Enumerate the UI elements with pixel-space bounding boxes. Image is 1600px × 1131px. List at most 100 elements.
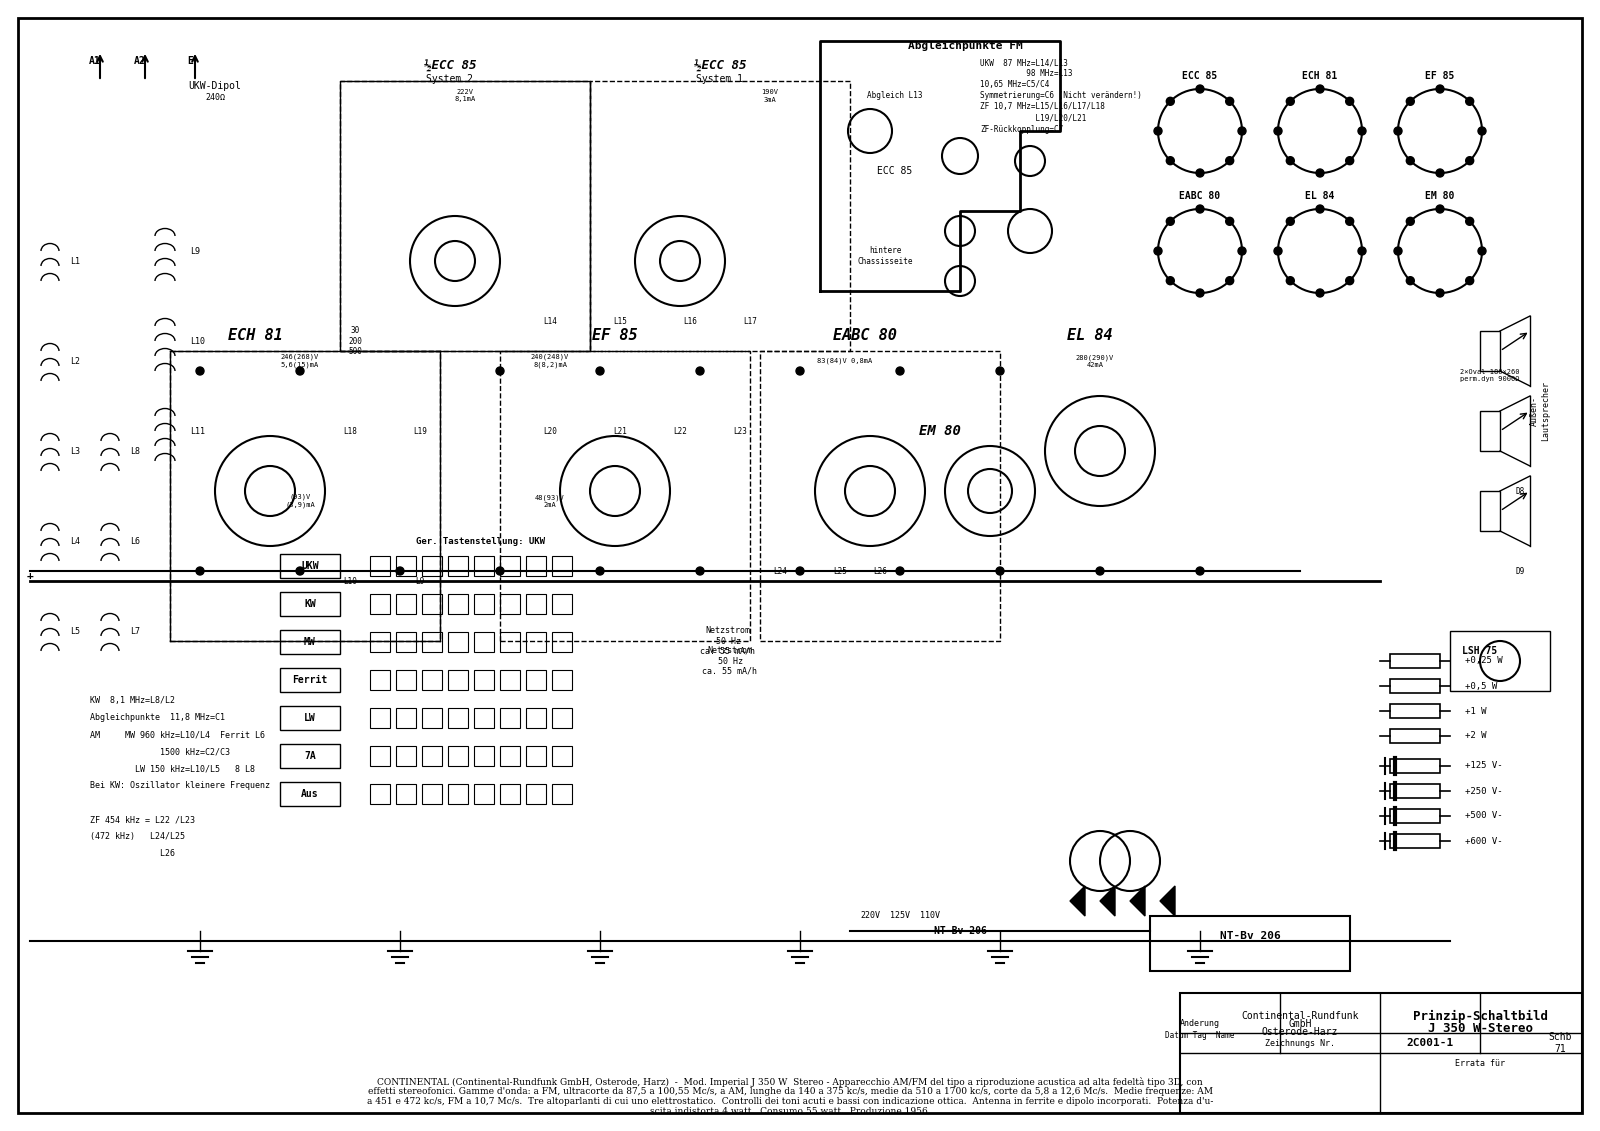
- Text: L11: L11: [190, 426, 205, 435]
- Text: 7A: 7A: [304, 751, 315, 761]
- Text: Abgleichpunkte  11,8 MHz=C1: Abgleichpunkte 11,8 MHz=C1: [90, 714, 226, 723]
- Circle shape: [1406, 157, 1414, 165]
- Text: Netzstrom
50 Hz
ca. 55 mA/h: Netzstrom 50 Hz ca. 55 mA/h: [701, 627, 755, 656]
- Text: L17: L17: [742, 317, 757, 326]
- Text: L5: L5: [70, 627, 80, 636]
- Circle shape: [1466, 97, 1474, 105]
- Circle shape: [1286, 97, 1294, 105]
- Circle shape: [1406, 217, 1414, 225]
- Text: L7: L7: [130, 627, 141, 636]
- Text: 240(248)V
8(8,2)mA: 240(248)V 8(8,2)mA: [531, 354, 570, 368]
- Circle shape: [296, 567, 304, 575]
- Polygon shape: [1160, 886, 1174, 916]
- Circle shape: [995, 366, 1005, 375]
- Text: L26: L26: [874, 567, 886, 576]
- Circle shape: [1238, 247, 1246, 254]
- Bar: [422, 556, 442, 576]
- Text: UKW-Dipol: UKW-Dipol: [189, 81, 242, 90]
- Bar: [280, 630, 339, 654]
- Bar: [370, 746, 390, 766]
- Circle shape: [1406, 277, 1414, 285]
- Circle shape: [797, 567, 805, 575]
- Circle shape: [1166, 97, 1174, 105]
- Text: L18: L18: [342, 426, 357, 435]
- Text: +2 W: +2 W: [1466, 732, 1486, 741]
- Text: L9: L9: [190, 247, 200, 256]
- Text: Aus: Aus: [301, 789, 318, 798]
- Bar: [1390, 679, 1440, 693]
- Circle shape: [1286, 277, 1294, 285]
- Polygon shape: [1101, 886, 1115, 916]
- Bar: [1390, 809, 1440, 823]
- Bar: [280, 668, 339, 692]
- Bar: [499, 351, 750, 641]
- Bar: [370, 708, 390, 728]
- Bar: [422, 784, 442, 804]
- Bar: [526, 632, 546, 651]
- Circle shape: [1346, 157, 1354, 165]
- Circle shape: [1315, 290, 1325, 297]
- Text: ½ECC 85: ½ECC 85: [424, 60, 477, 72]
- Bar: [397, 556, 416, 576]
- Text: L6: L6: [130, 536, 141, 545]
- Circle shape: [1096, 567, 1104, 575]
- Bar: [422, 746, 442, 766]
- Text: AM     MW 960 kHz=L10/L4  Ferrit L6: AM MW 960 kHz=L10/L4 Ferrit L6: [90, 731, 266, 740]
- Text: Zeichnungs Nr.: Zeichnungs Nr.: [1266, 1038, 1334, 1047]
- Circle shape: [1346, 97, 1354, 105]
- Text: L14: L14: [542, 317, 557, 326]
- Text: CONTINENTAL (Continental-Rundfunk GmbH, Osterode, Harz)  -  Mod. Imperial J 350 : CONTINENTAL (Continental-Rundfunk GmbH, …: [378, 1077, 1203, 1087]
- Bar: [499, 784, 520, 804]
- Bar: [552, 708, 573, 728]
- Text: L20: L20: [542, 426, 557, 435]
- Circle shape: [1286, 157, 1294, 165]
- Bar: [552, 670, 573, 690]
- Text: +125 V-: +125 V-: [1466, 761, 1502, 770]
- Polygon shape: [1130, 886, 1146, 916]
- Bar: [552, 556, 573, 576]
- Bar: [499, 556, 520, 576]
- Bar: [422, 594, 442, 614]
- Circle shape: [1286, 217, 1294, 225]
- Text: ZF 10,7 MHz=L15/L16/L17/L18: ZF 10,7 MHz=L15/L16/L17/L18: [979, 103, 1106, 112]
- Text: 280(290)V
42mA: 280(290)V 42mA: [1075, 354, 1114, 368]
- Bar: [280, 592, 339, 616]
- Text: Außen-
Lautsprecher: Außen- Lautsprecher: [1530, 381, 1550, 441]
- Text: 1500 kHz=C2/C3: 1500 kHz=C2/C3: [90, 748, 230, 757]
- Bar: [422, 670, 442, 690]
- Text: ECH 81: ECH 81: [227, 328, 282, 344]
- Bar: [474, 632, 494, 651]
- Text: EABC 80: EABC 80: [1179, 191, 1221, 201]
- Text: 48(93)V
2mA: 48(93)V 2mA: [534, 494, 565, 508]
- Bar: [339, 81, 590, 351]
- Bar: [552, 784, 573, 804]
- Bar: [397, 632, 416, 651]
- Circle shape: [1154, 127, 1162, 135]
- Bar: [1150, 916, 1350, 972]
- Circle shape: [1197, 169, 1205, 176]
- Circle shape: [696, 366, 704, 375]
- Circle shape: [1437, 205, 1443, 213]
- Circle shape: [1197, 85, 1205, 93]
- Text: A2: A2: [134, 57, 146, 66]
- Bar: [474, 746, 494, 766]
- Circle shape: [1166, 157, 1174, 165]
- Text: ZF-Rückkopplung=C7: ZF-Rückkopplung=C7: [979, 124, 1064, 133]
- Text: NT-Bv 206: NT-Bv 206: [1219, 931, 1280, 941]
- Bar: [1480, 331, 1501, 371]
- Circle shape: [896, 366, 904, 375]
- Text: (472 kHz)   L24/L25: (472 kHz) L24/L25: [90, 832, 186, 841]
- Text: MW: MW: [304, 637, 315, 647]
- Text: (93)V
(3,9)mA: (93)V (3,9)mA: [285, 494, 315, 508]
- Bar: [1390, 654, 1440, 668]
- Text: ECH 81: ECH 81: [1302, 71, 1338, 81]
- Circle shape: [496, 366, 504, 375]
- Circle shape: [1437, 290, 1443, 297]
- Text: GmbH: GmbH: [1288, 1019, 1312, 1029]
- Bar: [499, 708, 520, 728]
- Bar: [397, 784, 416, 804]
- Circle shape: [1226, 217, 1234, 225]
- Bar: [1480, 491, 1501, 530]
- Circle shape: [195, 366, 205, 375]
- Bar: [552, 632, 573, 651]
